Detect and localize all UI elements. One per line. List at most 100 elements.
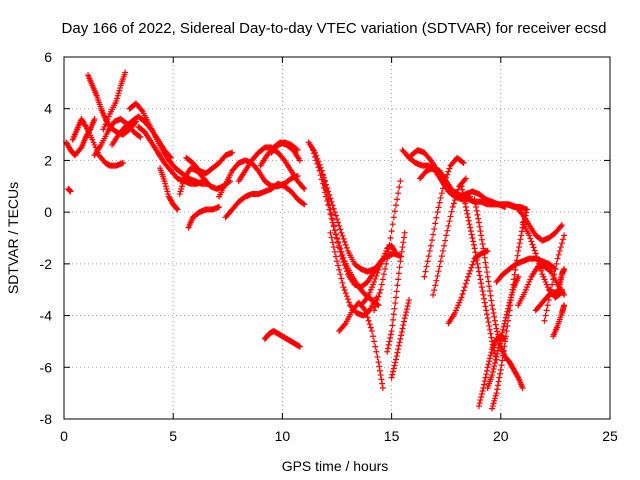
data-point (437, 258, 444, 265)
data-point (388, 374, 395, 381)
data-point (392, 359, 399, 366)
y-tick-label: -6 (40, 359, 53, 375)
data-point (472, 249, 479, 256)
data-point (403, 306, 410, 313)
data-point (481, 250, 488, 257)
data-point (294, 147, 301, 154)
y-tick-label: -2 (40, 256, 53, 272)
data-point (482, 303, 489, 310)
data-point (451, 197, 458, 204)
data-point (444, 171, 451, 178)
data-point (447, 213, 454, 220)
data-point (280, 156, 287, 163)
data-point (363, 310, 370, 317)
data-point (495, 378, 502, 385)
series-arc47 (556, 266, 568, 288)
data-point (384, 348, 391, 355)
data-point (331, 227, 338, 234)
data-point (514, 373, 521, 380)
data-point (473, 203, 480, 210)
data-point (432, 220, 439, 227)
data-point (550, 276, 557, 283)
data-point (449, 203, 456, 210)
data-point (497, 338, 504, 345)
data-point (486, 355, 493, 362)
data-point (502, 338, 509, 345)
data-point (392, 249, 399, 256)
data-point (487, 330, 494, 337)
data-point (462, 203, 469, 210)
data-point (453, 193, 460, 200)
data-point (459, 291, 466, 298)
data-point (334, 235, 340, 242)
data-point (321, 181, 328, 188)
data-point (512, 266, 519, 273)
data-point (426, 247, 433, 254)
data-point (484, 273, 491, 280)
data-point (494, 347, 501, 354)
data-point (498, 362, 505, 369)
data-point (484, 364, 491, 371)
series-arc45 (541, 232, 568, 324)
data-point (425, 253, 432, 260)
series-arc26 (384, 229, 408, 355)
data-point (386, 338, 393, 345)
data-point (473, 253, 480, 260)
data-point (382, 266, 389, 273)
data-point (489, 369, 496, 376)
data-point (328, 211, 335, 218)
data-point (400, 322, 407, 329)
series-arc13 (185, 203, 223, 231)
series-arc09 (135, 123, 207, 187)
series-arc10 (157, 165, 181, 213)
data-point (364, 314, 371, 321)
data-point (173, 205, 180, 212)
data-point (309, 147, 316, 154)
data-point (385, 248, 392, 255)
data-point (486, 358, 493, 365)
data-point (518, 210, 525, 217)
data-point (528, 238, 535, 245)
data-point (296, 343, 303, 350)
x-axis-label: GPS time / hours (282, 458, 389, 474)
data-point (361, 306, 368, 313)
data-point (483, 269, 490, 276)
data-point (477, 397, 484, 404)
data-point (491, 313, 498, 320)
data-point (492, 321, 499, 328)
series-arc36 (471, 196, 526, 391)
data-point (557, 244, 564, 251)
x-tick-label: 20 (493, 428, 509, 444)
data-point (444, 227, 451, 234)
data-point (330, 205, 337, 212)
data-point (475, 264, 482, 271)
data-point (393, 353, 400, 360)
data-point (423, 263, 430, 270)
data-point (437, 194, 444, 201)
data-point (431, 287, 438, 294)
data-point (374, 269, 381, 276)
data-point (335, 262, 342, 269)
series-arc01 (65, 185, 74, 195)
data-point (318, 167, 325, 174)
data-point (532, 250, 539, 257)
y-tick-label: 6 (44, 49, 52, 65)
data-point (335, 219, 342, 226)
data-point (558, 240, 565, 247)
data-point (394, 282, 401, 289)
data-point (491, 317, 498, 324)
data-point (344, 296, 351, 303)
data-point (483, 264, 490, 271)
data-point (537, 264, 544, 271)
data-point (396, 339, 403, 346)
data-point (497, 370, 504, 377)
x-tick-label: 5 (169, 428, 177, 444)
data-point (443, 174, 450, 181)
data-point (462, 200, 469, 207)
data-point (430, 231, 437, 238)
data-point (91, 116, 98, 123)
data-point (464, 210, 471, 217)
data-point (551, 271, 558, 278)
data-point (467, 267, 474, 274)
data-point (122, 69, 129, 76)
